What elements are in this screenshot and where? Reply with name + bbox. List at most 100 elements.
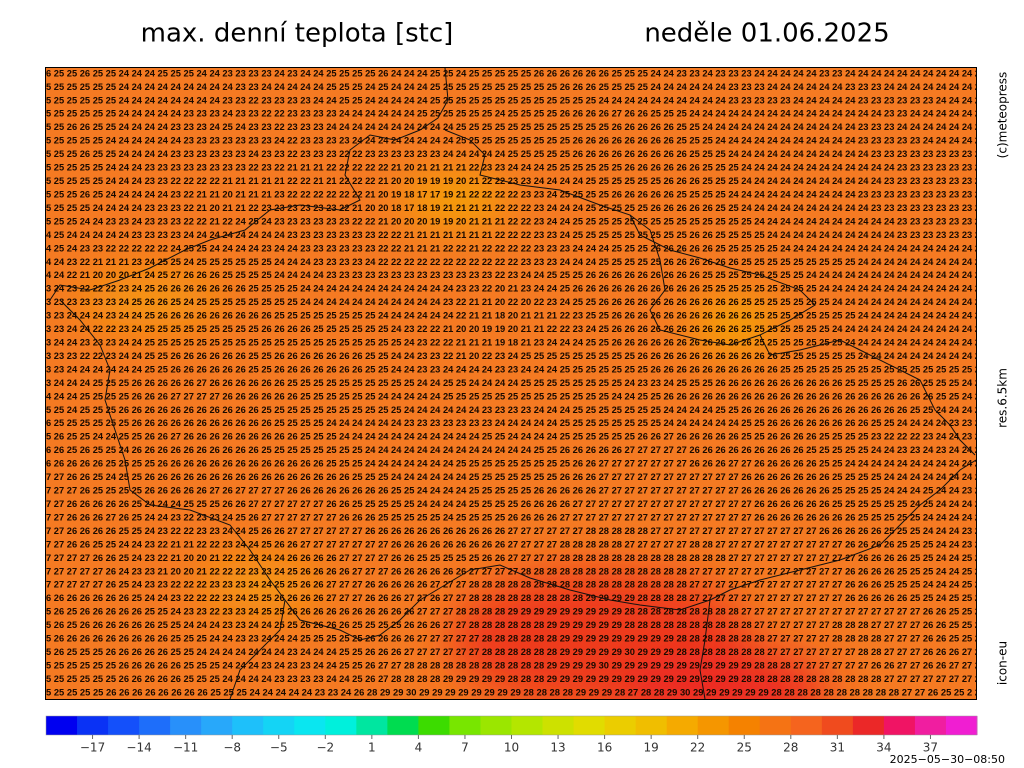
colorbar-segment xyxy=(945,716,978,735)
colorbar-segment xyxy=(139,716,171,735)
colorbar-tick-label: 31 xyxy=(830,741,845,755)
cool-area xyxy=(200,560,320,610)
value-row: 6 26 26 26 26 26 26 25 24 24 23 22 22 22… xyxy=(46,593,980,603)
colorbar-segment xyxy=(46,716,78,735)
border-line xyxy=(699,599,711,699)
colorbar-segment xyxy=(77,716,109,735)
colorbar-tick-label: 1 xyxy=(368,741,376,755)
value-row: 4 24 24 25 25 25 25 26 26 26 27 27 27 27… xyxy=(46,391,980,401)
value-row: 5 25 25 25 25 25 26 26 26 26 26 25 25 25… xyxy=(46,660,980,670)
value-row: 7 27 26 26 26 26 26 25 24 24 24 25 25 25… xyxy=(46,499,980,509)
colorbar: −17 −14 −11 −8 −5 −2 1 4 7 10 13 16 19 22 25 28 31 34 37 xyxy=(45,715,978,755)
borders xyxy=(49,68,976,699)
value-row: 5 25 26 26 25 25 24 24 24 24 23 23 23 24… xyxy=(46,122,980,132)
value-row: 5 25 25 25 25 25 24 24 24 24 24 23 23 23… xyxy=(46,109,980,119)
model-label: icon-eu xyxy=(996,641,1010,685)
value-row: 5 26 25 26 26 26 26 26 26 25 25 24 24 24… xyxy=(46,620,980,630)
value-row: 5 25 25 25 25 24 24 24 23 23 22 22 22 22… xyxy=(46,176,980,186)
map-date: neděle 01.06.2025 xyxy=(644,19,889,49)
warm-area xyxy=(610,650,830,699)
colorbar-segment xyxy=(666,716,699,735)
value-row: 5 25 25 24 24 23 23 24 23 23 23 22 22 21… xyxy=(46,216,980,226)
value-row: 4 25 24 23 23 22 22 22 22 22 24 25 25 24… xyxy=(46,243,980,253)
value-row: 3 23 23 22 22 23 24 24 25 25 26 26 26 26… xyxy=(46,351,980,361)
border-line xyxy=(49,68,449,301)
value-row: 6 26 25 26 25 25 24 26 26 26 26 26 26 26… xyxy=(46,445,980,455)
value-row: 7 27 27 26 25 25 25 25 26 26 26 26 26 27… xyxy=(46,486,980,496)
border-line xyxy=(444,129,976,456)
value-row: 5 25 25 25 25 24 24 24 24 24 24 23 23 23… xyxy=(46,136,980,146)
value-row: 5 25 24 25 25 25 26 26 26 26 26 26 26 26… xyxy=(46,405,980,415)
value-row: 7 27 26 26 26 26 25 25 24 23 22 22 23 23… xyxy=(46,526,980,536)
colorbar-segment xyxy=(263,716,295,735)
colorbar-segment xyxy=(542,716,575,735)
colorbar-segment xyxy=(573,716,606,735)
timestamp: 2025−05−30−08:50 xyxy=(890,753,1005,766)
colorbar-tick-label: −5 xyxy=(270,741,288,755)
colorbar-segment xyxy=(511,716,544,735)
value-row: 5 25 25 25 25 25 26 26 26 26 26 25 25 25… xyxy=(46,674,980,684)
value-row: 3 23 24 24 24 23 24 24 25 26 26 26 26 26… xyxy=(46,311,980,321)
colorbar-segment xyxy=(790,716,823,735)
colorbar-segment xyxy=(170,716,202,735)
colorbar-segment xyxy=(728,716,761,735)
border-line xyxy=(59,299,976,641)
value-row: 7 27 26 26 25 25 24 24 23 22 21 21 22 22… xyxy=(46,539,980,549)
value-row: 7 27 27 27 27 26 24 23 23 21 20 20 21 22… xyxy=(46,566,980,576)
colorbar-segment xyxy=(604,716,637,735)
colorbar-tick-label: −11 xyxy=(173,741,198,755)
value-row: 5 25 25 25 25 25 24 24 24 24 24 24 24 24… xyxy=(46,82,980,92)
colorbar-segment xyxy=(294,716,326,735)
colorbar-tick-label: 13 xyxy=(550,741,565,755)
value-row: 6 25 25 25 25 25 25 26 26 26 26 26 26 26… xyxy=(46,418,980,428)
border-line xyxy=(629,214,761,346)
colorbar-segment xyxy=(759,716,792,735)
colorbar-segment xyxy=(821,716,854,735)
value-row: 5 25 25 26 25 24 24 24 24 24 23 22 21 21… xyxy=(46,189,980,199)
colorbar-segment xyxy=(883,716,916,735)
colorbar-segment xyxy=(387,716,419,735)
map-frame xyxy=(45,67,977,700)
value-row: 3 24 24 23 23 23 24 24 25 25 25 25 25 25… xyxy=(46,338,980,348)
colorbar-segment xyxy=(232,716,264,735)
colorbar-segment xyxy=(108,716,140,735)
value-row: 5 25 25 26 25 25 24 24 24 24 23 23 23 23… xyxy=(46,149,980,159)
value-row: 7 27 26 26 25 24 25 25 26 26 26 26 26 26… xyxy=(46,472,980,482)
colorbar-tick-label: 19 xyxy=(644,741,659,755)
value-row: 6 26 26 26 26 25 25 25 25 26 26 26 26 26… xyxy=(46,459,980,469)
value-row: 5 26 25 25 25 26 26 26 26 26 25 25 24 24… xyxy=(46,647,980,657)
border-line xyxy=(229,599,286,699)
colorbar-segment xyxy=(480,716,512,735)
value-row: 5 25 25 25 25 26 26 26 26 26 26 26 26 25… xyxy=(46,687,980,697)
cool-area xyxy=(400,178,510,222)
value-row: 3 24 24 24 25 25 25 26 26 26 26 26 27 26… xyxy=(46,378,980,388)
colorbar-segment xyxy=(418,716,450,735)
cool-area xyxy=(690,300,780,350)
temperature-shading xyxy=(80,178,830,699)
colorbar-tick-label: 16 xyxy=(597,741,612,755)
resolution-label: res.6.5km xyxy=(996,368,1010,428)
colorbar-segment xyxy=(914,716,947,735)
value-row: 4 24 22 21 20 20 20 21 24 25 27 26 26 26… xyxy=(46,270,980,280)
value-row: 6 25 25 26 25 25 24 24 24 25 25 25 24 24… xyxy=(46,68,980,78)
colorbar-tick-label: 4 xyxy=(415,741,423,755)
value-row: 5 26 25 26 26 26 26 26 25 25 24 23 23 22… xyxy=(46,607,980,617)
value-row: 5 26 25 25 24 24 25 25 26 26 27 26 26 26… xyxy=(46,432,980,442)
colorbar-tick-label: 10 xyxy=(504,741,519,755)
value-grid: 6 25 25 26 25 25 24 24 24 25 25 25 24 24… xyxy=(46,68,980,697)
map-title: max. denní teplota [stc] xyxy=(141,19,454,49)
map-area: 6 25 25 26 25 25 24 24 24 25 25 25 24 24… xyxy=(46,68,980,699)
value-row: 3 23 24 24 24 24 24 24 25 25 26 26 26 26… xyxy=(46,364,980,374)
cool-area xyxy=(80,275,220,325)
colorbar-tick-label: 37 xyxy=(923,741,938,755)
colorbar-tick-label: 25 xyxy=(737,741,752,755)
colorbar-tick-label: −2 xyxy=(316,741,334,755)
colorbar-tick-label: 7 xyxy=(461,741,469,755)
colorbar-tick-label: −17 xyxy=(80,741,105,755)
value-row: 4 24 23 22 21 21 21 23 24 25 25 24 25 25… xyxy=(46,257,980,267)
colorbar-segment xyxy=(852,716,885,735)
value-row: 3 23 23 23 23 23 24 25 26 26 25 24 25 25… xyxy=(46,297,980,307)
colorbar-tick-label: 34 xyxy=(876,741,891,755)
